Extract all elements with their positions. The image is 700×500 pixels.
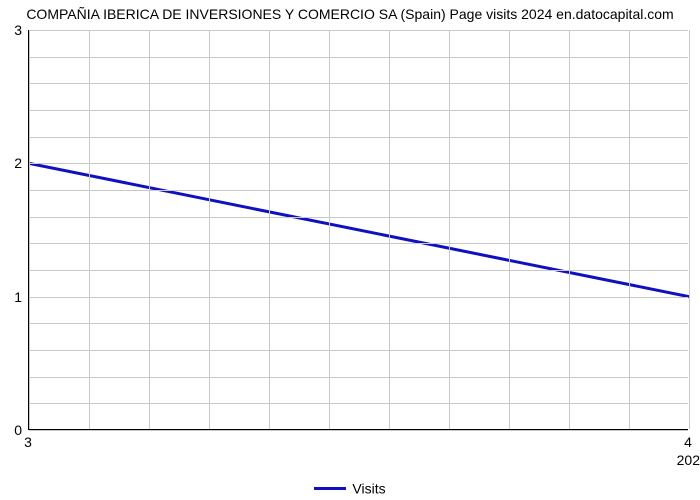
grid-line-horizontal bbox=[29, 137, 688, 138]
y-tick-label: 0 bbox=[0, 422, 22, 438]
grid-line-horizontal bbox=[29, 403, 688, 404]
grid-line-horizontal bbox=[29, 57, 688, 58]
grid-line-horizontal bbox=[29, 30, 688, 31]
grid-line-vertical bbox=[689, 30, 690, 429]
grid-line-horizontal bbox=[29, 323, 688, 324]
grid-line-horizontal bbox=[29, 110, 688, 111]
x-tick-label: 4 bbox=[684, 434, 692, 450]
grid-line-horizontal bbox=[29, 217, 688, 218]
grid-line-horizontal bbox=[29, 297, 688, 298]
y-tick-label: 2 bbox=[0, 155, 22, 171]
grid-line-vertical bbox=[449, 30, 450, 429]
grid-line-horizontal bbox=[29, 430, 688, 431]
legend-swatch bbox=[314, 487, 346, 490]
grid-line-horizontal bbox=[29, 377, 688, 378]
x-tick-label: 3 bbox=[24, 434, 32, 450]
legend: Visits bbox=[0, 479, 700, 496]
grid-line-vertical bbox=[89, 30, 90, 429]
grid-line-horizontal bbox=[29, 190, 688, 191]
grid-line-vertical bbox=[209, 30, 210, 429]
grid-line-vertical bbox=[329, 30, 330, 429]
chart-container: COMPAÑIA IBERICA DE INVERSIONES Y COMERC… bbox=[0, 0, 700, 500]
y-tick-label: 1 bbox=[0, 289, 22, 305]
y-tick-label: 3 bbox=[0, 22, 22, 38]
legend-label: Visits bbox=[352, 480, 385, 496]
grid-line-vertical bbox=[29, 30, 30, 429]
x-axis-label-truncated: 202 bbox=[677, 452, 700, 468]
data-line bbox=[29, 30, 689, 430]
grid-line-horizontal bbox=[29, 163, 688, 164]
grid-line-vertical bbox=[149, 30, 150, 429]
grid-line-horizontal bbox=[29, 83, 688, 84]
grid-line-vertical bbox=[569, 30, 570, 429]
grid-line-vertical bbox=[269, 30, 270, 429]
grid-line-horizontal bbox=[29, 350, 688, 351]
plot-area bbox=[28, 30, 688, 430]
grid-line-vertical bbox=[389, 30, 390, 429]
grid-line-vertical bbox=[509, 30, 510, 429]
grid-line-horizontal bbox=[29, 270, 688, 271]
chart-title: COMPAÑIA IBERICA DE INVERSIONES Y COMERC… bbox=[0, 6, 700, 22]
grid-line-vertical bbox=[629, 30, 630, 429]
grid-line-horizontal bbox=[29, 243, 688, 244]
